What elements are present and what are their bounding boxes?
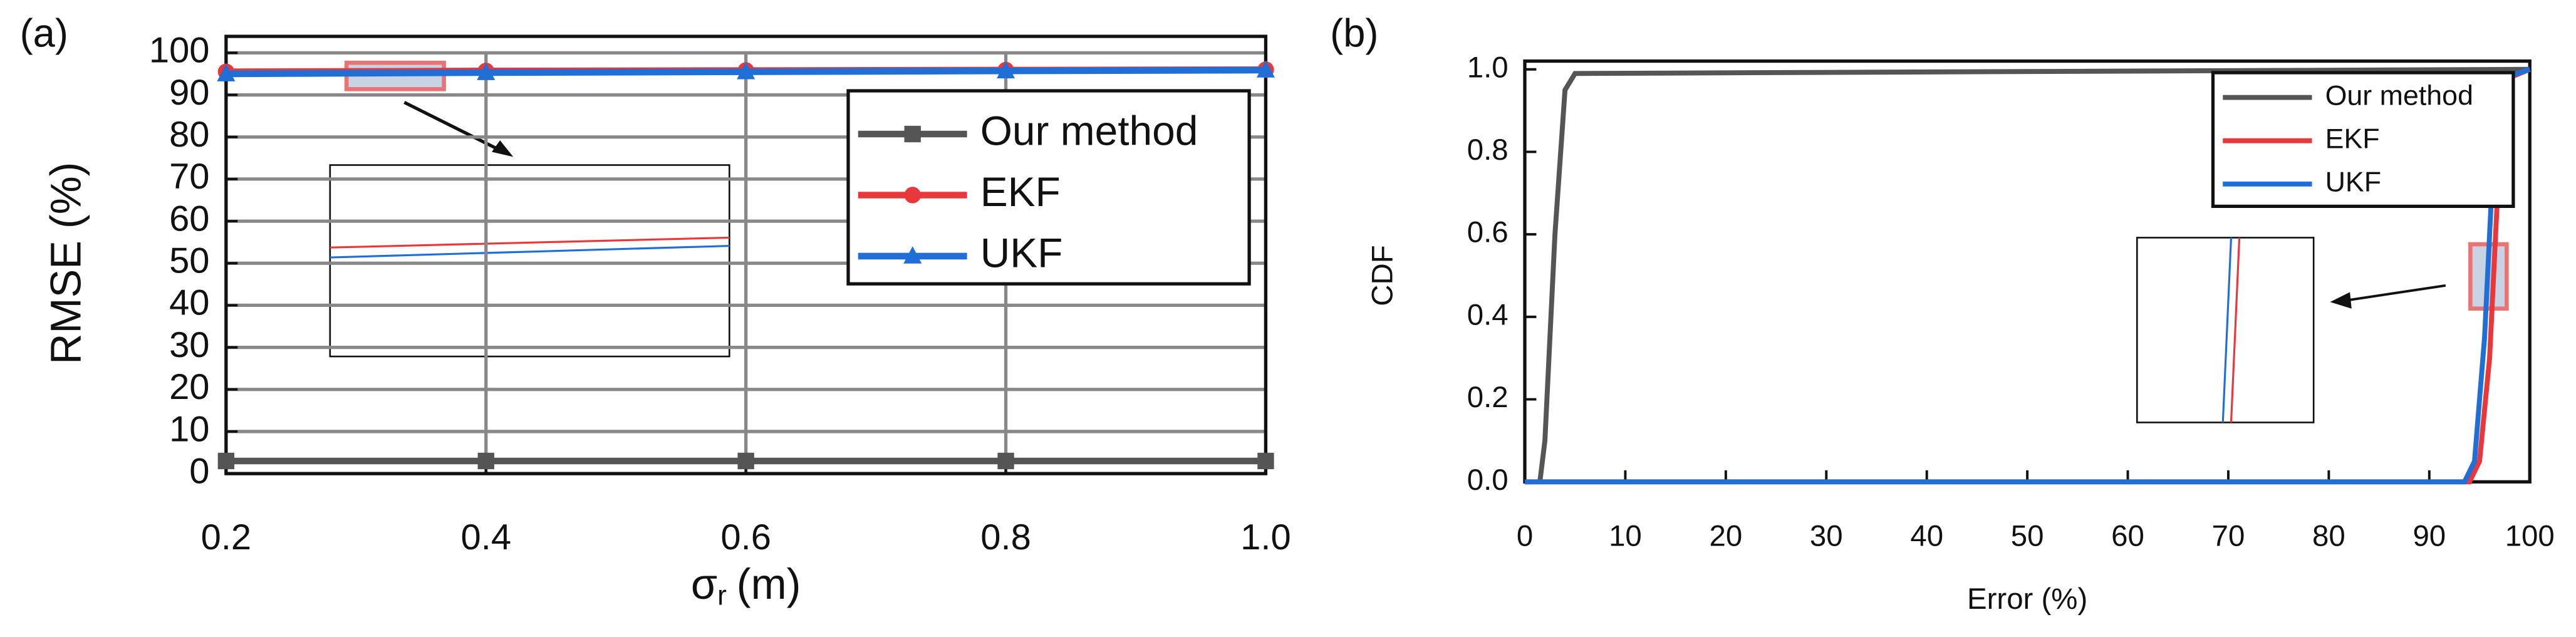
x-axis-label-main: σ xyxy=(691,560,717,608)
y-tick-label: 90 xyxy=(169,73,209,113)
inset-line xyxy=(2221,237,2233,423)
x-tick-label: 10 xyxy=(1609,519,1642,552)
x-tick-label: 80 xyxy=(2312,519,2345,552)
y-tick-label: 0.6 xyxy=(1467,216,1509,249)
legend-label: EKF xyxy=(980,168,1061,215)
x-axis-label: Error (%) xyxy=(1967,582,2087,615)
y-tick-label: 0.2 xyxy=(1467,381,1509,414)
y-axis-label: RMSE (%) xyxy=(42,162,90,365)
x-tick-label: 100 xyxy=(2505,519,2555,552)
y-tick-label: 30 xyxy=(169,325,209,365)
legend-label: UKF xyxy=(2325,167,2382,198)
x-axis-label-sub: r xyxy=(717,580,727,611)
marker xyxy=(477,63,496,80)
x-tick-label: 70 xyxy=(2212,519,2245,552)
arrow xyxy=(403,101,504,153)
x-tick-label: 60 xyxy=(2111,519,2144,552)
x-tick-label: 0.2 xyxy=(201,517,252,557)
inset xyxy=(2136,237,2315,423)
marker xyxy=(217,64,236,81)
panel-label: (b) xyxy=(1330,12,1378,56)
series-line xyxy=(1537,66,2530,482)
marker xyxy=(1256,60,1275,78)
marker xyxy=(217,452,235,470)
y-tick-label: 80 xyxy=(169,115,209,155)
y-tick-label: 60 xyxy=(169,199,209,239)
legend-label: UKF xyxy=(980,229,1063,276)
legend-label: Our method xyxy=(2325,80,2473,111)
x-tick-label: 1.0 xyxy=(1240,517,1291,557)
legend-label: Our method xyxy=(980,107,1198,153)
y-tick-label: 20 xyxy=(169,367,209,407)
y-tick-label: 0 xyxy=(189,451,209,491)
legend-marker xyxy=(904,125,921,143)
y-tick-label: 1.0 xyxy=(1467,51,1509,84)
marker xyxy=(737,452,754,470)
y-tick-label: 50 xyxy=(169,241,209,281)
x-axis-label-main: Error (%) xyxy=(1967,582,2087,615)
y-tick-label: 40 xyxy=(169,283,209,323)
y-axis-label: CDF xyxy=(1366,245,1400,306)
marker xyxy=(1257,452,1274,470)
x-tick-label: 0.8 xyxy=(980,517,1031,557)
marker xyxy=(477,452,494,470)
marker xyxy=(997,452,1014,470)
legend-label: EKF xyxy=(2325,123,2380,154)
arrow xyxy=(2346,284,2446,302)
y-tick-label: 100 xyxy=(149,31,210,71)
x-axis-label: σr (m) xyxy=(691,560,801,611)
inset-line xyxy=(2230,237,2241,423)
x-tick-label: 0.6 xyxy=(720,517,771,557)
legend-marker xyxy=(903,246,922,264)
inset-line xyxy=(330,236,730,249)
y-tick-label: 10 xyxy=(169,409,209,449)
marker xyxy=(997,61,1015,79)
y-tick-label: 0.8 xyxy=(1467,133,1509,167)
y-tick-label: 0.4 xyxy=(1467,298,1509,331)
plot-frame xyxy=(224,34,1268,475)
x-tick-label: 90 xyxy=(2412,519,2446,552)
x-tick-label: 0 xyxy=(1517,519,1533,552)
x-axis-label-unit: (m) xyxy=(737,560,801,608)
y-tick-label: 0.0 xyxy=(1467,464,1509,497)
x-tick-label: 50 xyxy=(2011,519,2044,552)
marker xyxy=(737,61,756,80)
inset xyxy=(329,164,730,358)
arrow-head xyxy=(2330,292,2352,309)
inset-line xyxy=(330,245,730,259)
y-tick-label: 70 xyxy=(169,157,209,197)
legend-marker xyxy=(904,187,921,204)
x-tick-label: 20 xyxy=(1709,519,1742,552)
x-tick-label: 0.4 xyxy=(461,517,512,557)
x-tick-label: 40 xyxy=(1910,519,1943,552)
panel-label: (a) xyxy=(20,12,68,56)
x-tick-label: 30 xyxy=(1810,519,1843,552)
arrow-head xyxy=(491,140,514,157)
